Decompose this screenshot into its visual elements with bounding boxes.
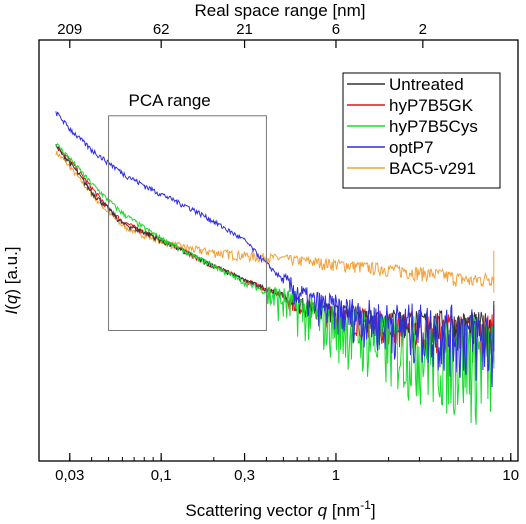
- top-tick-label: 62: [153, 21, 170, 38]
- bottom-tick-label: 10: [502, 467, 519, 484]
- top-axis-title: Real space range [nm]: [194, 1, 365, 20]
- x-axis-label: Scattering vector q [nm-1]: [185, 498, 375, 520]
- series-line-BAC5-v291: [55, 150, 495, 293]
- top-tick-label: 2: [419, 21, 427, 38]
- y-axis-label: I(q) [a.u.]: [2, 246, 21, 314]
- pca-range-label: PCA range: [129, 91, 211, 110]
- legend-label: hyP7B5Cys: [389, 117, 478, 136]
- bottom-tick-label: 1: [332, 467, 340, 484]
- legend-label: Untreated: [389, 75, 464, 94]
- legend-label: hyP7B5GK: [389, 96, 474, 115]
- top-axis: 209 62 21 6 2: [57, 21, 427, 48]
- pca-range-box: [108, 115, 267, 331]
- top-axis-title-text: Real space range [nm]: [194, 1, 365, 20]
- bottom-tick-label: 0,1: [151, 467, 172, 484]
- series-line-optP7: [55, 111, 495, 388]
- legend-label: BAC5-v291: [389, 159, 476, 178]
- top-tick-label: 21: [236, 21, 253, 38]
- top-tick-label: 209: [57, 21, 82, 38]
- legend-box: [342, 72, 501, 189]
- legend: Untreated hyP7B5GK hyP7B5Cys optP7 BAC5-v291: [342, 72, 501, 189]
- bottom-tick-label: 0,3: [234, 467, 255, 484]
- series-layer: [55, 111, 495, 425]
- bottom-axis: 0,03 0,1 0,3 1 10: [38, 453, 519, 484]
- plot-frame: [38, 39, 519, 462]
- bottom-tick-label: 0,03: [55, 467, 84, 484]
- legend-label: optP7: [389, 138, 433, 157]
- top-tick-label: 6: [332, 21, 340, 38]
